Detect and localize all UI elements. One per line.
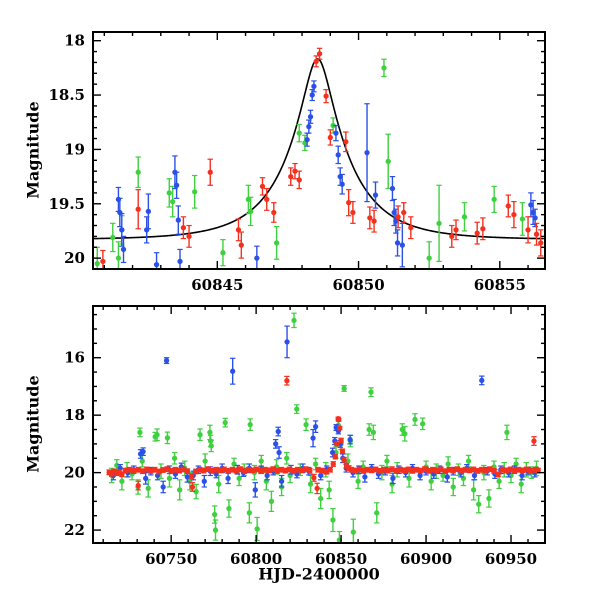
full-season-panel-data	[106, 312, 541, 543]
y-tick-label: 18	[64, 406, 85, 424]
y-tick-label: 18.5	[48, 86, 85, 104]
y-tick-label: 19.5	[48, 195, 85, 213]
model-light-curve	[93, 58, 544, 240]
event-zoom-panel-tick-labels: 60845 60850 60855 18 18.5 19 19.5 20	[48, 32, 525, 294]
x-axis-title: HJD-2400000	[258, 564, 380, 584]
y-tick-label: 18	[64, 32, 85, 50]
x-tick-label: 60845	[191, 276, 243, 294]
x-tick-label: 60750	[145, 550, 197, 568]
full-season-panel-tick-labels: 60750 60800 60850 60900 60950 16 18 20 22	[64, 349, 537, 568]
full-season-panel-green-band-points	[108, 312, 540, 543]
event-zoom-panel-blue-band-points	[115, 80, 538, 269]
y-axis-title-bottom: Magnitude	[23, 375, 43, 473]
full-season-panel-axes-box	[92, 305, 546, 544]
event-zoom-panel: 60845 60850 60855 18 18.5 19 19.5 20	[48, 31, 546, 294]
full-season-panel-red-band-points	[106, 375, 541, 495]
y-axis-title-top: Magnitude	[23, 101, 43, 199]
event-zoom-panel-ticks	[93, 32, 545, 270]
y-tick-label: 20	[64, 249, 85, 267]
event-zoom-panel-axes-box	[92, 31, 546, 270]
y-tick-label: 19	[64, 140, 85, 158]
event-zoom-panel-green-band-points	[94, 58, 526, 269]
event-zoom-panel-red-band-points	[100, 47, 544, 269]
x-tick-label: 60850	[332, 276, 384, 294]
y-tick-label: 22	[64, 521, 85, 539]
x-tick-label: 60900	[400, 550, 452, 568]
event-zoom-panel-data	[93, 47, 544, 269]
x-tick-label: 60950	[485, 550, 537, 568]
y-tick-label: 20	[64, 464, 85, 482]
full-season-panel-ticks	[93, 306, 546, 543]
y-tick-label: 16	[64, 349, 85, 367]
x-tick-label: 60850	[315, 550, 367, 568]
x-tick-label: 60855	[474, 276, 526, 294]
full-season-panel: 60750 60800 60850 60900 60950 16 18 20 22	[64, 305, 546, 568]
x-tick-label: 60800	[230, 550, 282, 568]
